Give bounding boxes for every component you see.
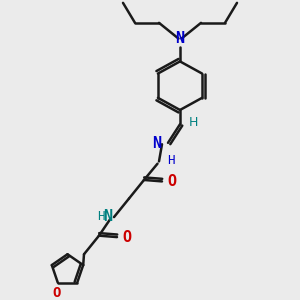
Text: O: O <box>167 174 176 189</box>
Text: H: H <box>98 210 105 223</box>
Text: N: N <box>152 136 161 151</box>
Text: O: O <box>122 230 131 244</box>
Text: N: N <box>176 31 184 46</box>
Text: H: H <box>167 154 175 167</box>
Text: H: H <box>188 116 198 129</box>
Text: O: O <box>52 286 61 300</box>
Text: N: N <box>103 209 112 224</box>
